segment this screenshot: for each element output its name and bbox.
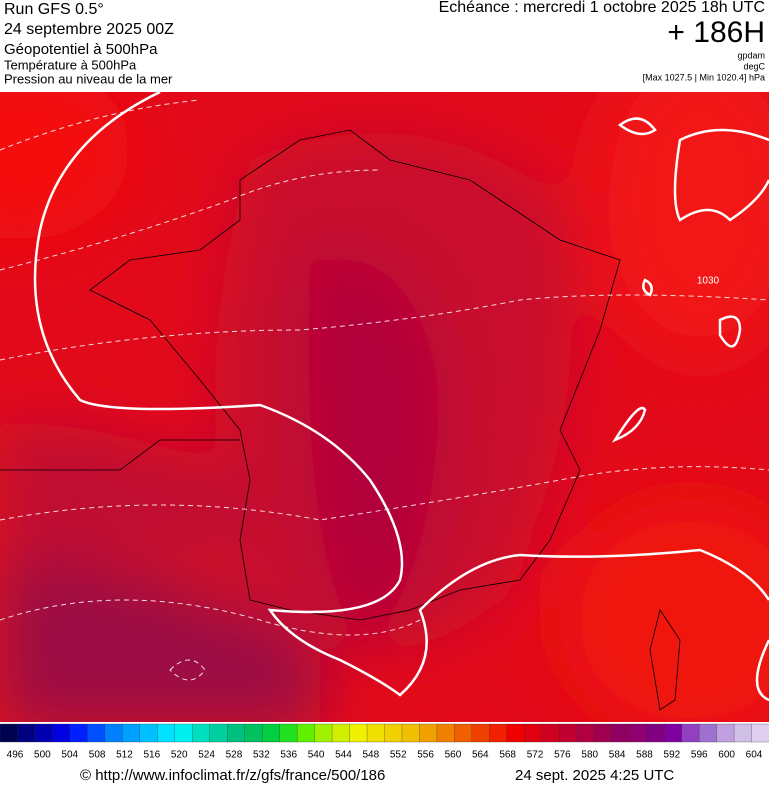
isobars — [33, 92, 769, 702]
color-swatch — [34, 723, 54, 743]
color-swatch — [349, 723, 368, 743]
colorbar-label: 568 — [499, 750, 516, 761]
generated-time: 24 sept. 2025 4:25 UTC — [515, 767, 674, 784]
color-swatch — [611, 723, 630, 743]
color-swatch — [366, 723, 386, 743]
colorbar-label: 540 — [308, 750, 325, 761]
colorbar-label: 536 — [280, 750, 297, 761]
colorbar-label: 556 — [417, 750, 434, 761]
colorbar-label: 584 — [609, 750, 626, 761]
color-swatch — [314, 723, 333, 743]
colorbar: 496 500 504 508 512 516 520 524 528 532 536 540 544 5… — [0, 723, 769, 761]
color-swatch — [489, 723, 508, 743]
run-date: 24 septembre 2025 00Z — [4, 21, 174, 38]
colorbar-label: 500 — [34, 750, 51, 761]
color-swatch — [436, 723, 456, 743]
unit-gpdam: gpdam — [737, 50, 765, 60]
color-swatch — [524, 723, 543, 743]
color-swatch — [0, 723, 19, 743]
field-temperature: Température à 500hPa — [4, 57, 137, 72]
color-swatch — [331, 723, 351, 743]
colorbar-label: 552 — [390, 750, 407, 761]
color-swatch — [751, 723, 769, 743]
color-swatch — [87, 723, 106, 743]
forecast-offset: + 186H — [667, 16, 765, 49]
colorbar-label: 576 — [554, 750, 571, 761]
colorbar-label: 496 — [7, 750, 24, 761]
colorbar-label: 600 — [718, 750, 735, 761]
color-swatch — [401, 723, 421, 743]
color-swatch — [52, 723, 71, 743]
color-swatch — [174, 723, 193, 743]
color-swatch — [279, 723, 298, 743]
coastlines — [0, 129, 681, 711]
color-swatch — [594, 723, 613, 743]
source-url: © http://www.infoclimat.fr/z/gfs/france/… — [80, 767, 385, 784]
colorbar-label: 528 — [226, 750, 243, 761]
color-swatch — [296, 723, 316, 743]
colorbar-label: 588 — [636, 750, 653, 761]
color-swatch — [454, 723, 473, 743]
unit-degc: degC — [743, 61, 765, 71]
color-swatch — [384, 723, 403, 743]
color-swatch — [262, 723, 281, 743]
colorbar-label: 572 — [527, 750, 544, 761]
color-swatch — [17, 723, 36, 743]
color-swatch — [716, 723, 735, 743]
colorbar-label: 520 — [171, 750, 188, 761]
color-swatch — [192, 723, 211, 743]
color-swatch — [576, 723, 595, 743]
color-swatch — [559, 723, 578, 743]
color-swatch — [471, 723, 491, 743]
colorbar-label: 532 — [253, 750, 270, 761]
color-swatch — [139, 723, 158, 743]
colorbar-label: 604 — [746, 750, 763, 761]
color-swatch — [663, 723, 683, 743]
isobar-label: 1030 — [697, 276, 720, 287]
color-swatch — [419, 723, 438, 743]
color-swatch — [733, 723, 753, 743]
color-swatch — [209, 723, 228, 743]
color-swatch — [541, 723, 560, 743]
pressure-range: [Max 1027.5 | Min 1020.4] hPa — [643, 72, 765, 82]
colorbar-label: 504 — [61, 750, 78, 761]
color-swatch — [244, 723, 263, 743]
color-swatch — [646, 723, 665, 743]
field-pressure: Pression au niveau de la mer — [4, 71, 173, 86]
color-swatch — [227, 723, 246, 743]
color-swatch — [157, 723, 176, 743]
color-swatch — [698, 723, 718, 743]
run-title: Run GFS 0.5° — [4, 1, 104, 18]
color-swatch — [681, 723, 700, 743]
color-swatch — [122, 723, 141, 743]
colorbar-label: 516 — [144, 750, 161, 761]
colorbar-label: 564 — [472, 750, 489, 761]
colorbar-label: 548 — [362, 750, 379, 761]
field-geopotential: Géopotentiel à 500hPa — [4, 41, 158, 58]
temperature-contours — [0, 99, 769, 681]
colorbar-label: 512 — [116, 750, 133, 761]
colorbar-label: 560 — [445, 750, 462, 761]
colorbar-label: 580 — [581, 750, 598, 761]
colorbar-label: 592 — [664, 750, 681, 761]
color-swatch — [69, 723, 89, 743]
colorbar-label: 596 — [691, 750, 708, 761]
color-swatch — [104, 723, 123, 743]
colorbar-label: 508 — [89, 750, 106, 761]
color-swatch — [629, 723, 648, 743]
colorbar-label: 524 — [198, 750, 215, 761]
map-area: 1030 — [0, 92, 769, 722]
colorbar-label: 544 — [335, 750, 352, 761]
forecast-time: Echéance : mercredi 1 octobre 2025 18h U… — [439, 0, 765, 16]
color-swatch — [506, 723, 525, 743]
